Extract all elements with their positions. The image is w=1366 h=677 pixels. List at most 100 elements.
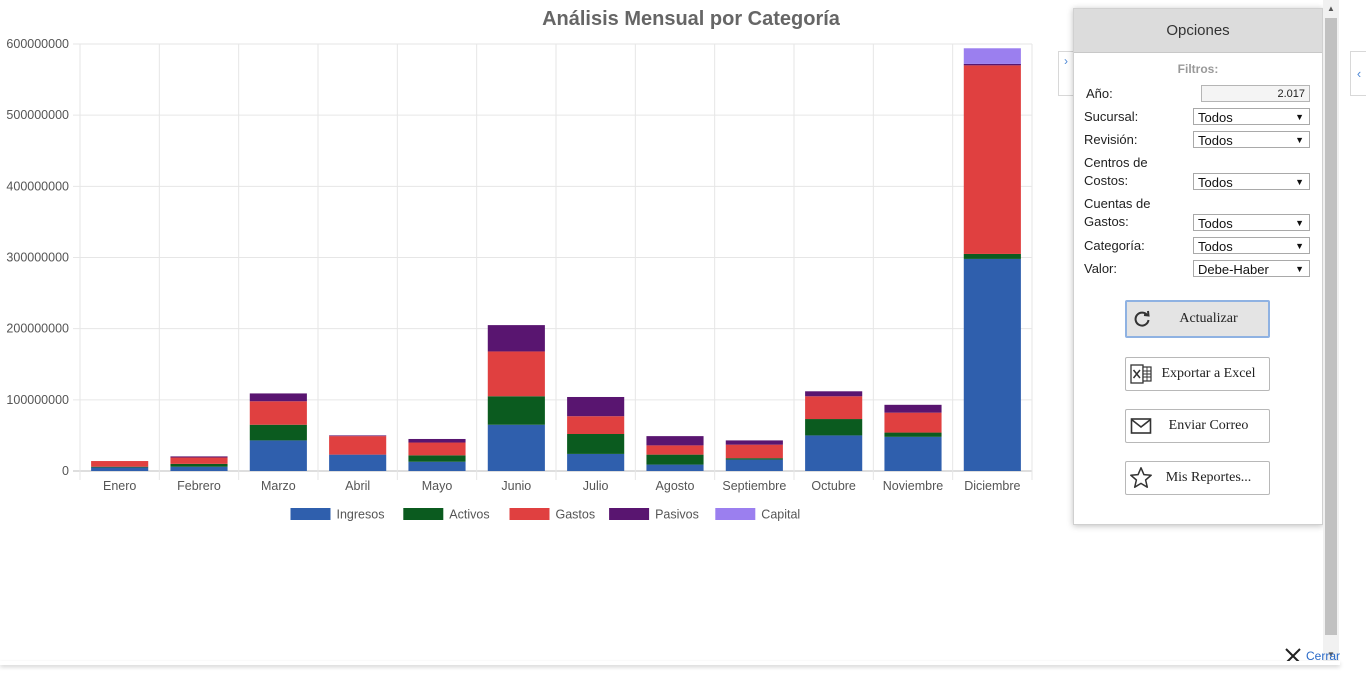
panel-header: Opciones xyxy=(1074,9,1322,53)
x-tick-label: Octubre xyxy=(811,479,856,493)
expand-panel-tab[interactable]: ‹ xyxy=(1350,51,1366,96)
centros-value: Todos xyxy=(1198,175,1233,190)
chevron-right-icon: › xyxy=(1064,54,1068,68)
revision-label: Revisión: xyxy=(1084,132,1138,147)
refresh-label: Actualizar xyxy=(1179,311,1238,326)
x-tick-label: Diciembre xyxy=(964,479,1020,493)
bar-segment-pasivos xyxy=(329,435,387,437)
bar-segment-ingresos xyxy=(91,467,149,471)
cuentas-value: Todos xyxy=(1198,216,1233,231)
cuentas-label-line2: Gastos: xyxy=(1084,214,1129,229)
y-tick-label: 400000000 xyxy=(6,179,69,193)
bar-segment-gastos xyxy=(408,442,466,456)
cuentas-label-line1: Cuentas de xyxy=(1084,196,1151,211)
bar-segment-gastos xyxy=(884,412,942,433)
panel-title: Opciones xyxy=(1166,22,1230,39)
bar-segment-activos xyxy=(725,458,783,460)
bar-segment-ingresos xyxy=(170,466,228,471)
categoria-select[interactable]: Todos ▼ xyxy=(1193,237,1310,254)
bar-segment-activos xyxy=(408,455,466,462)
centros-select[interactable]: Todos ▼ xyxy=(1193,173,1310,190)
bar-segment-pasivos xyxy=(408,438,466,443)
bar-segment-ingresos xyxy=(329,454,387,471)
sucursal-label: Sucursal: xyxy=(1084,109,1139,124)
year-input[interactable]: 2.017 xyxy=(1201,85,1310,102)
legend-label: Gastos xyxy=(556,508,596,522)
dropdown-arrow-icon: ▼ xyxy=(1295,135,1304,145)
legend-label: Capital xyxy=(761,508,800,522)
export-excel-button[interactable]: Exportar a Excel xyxy=(1125,357,1270,391)
send-email-button[interactable]: Enviar Correo xyxy=(1125,409,1270,443)
bar-segment-gastos xyxy=(646,445,704,455)
options-panel: Opciones Filtros: Año: 2.017 Sucursal: T… xyxy=(1073,8,1323,525)
revision-select[interactable]: Todos ▼ xyxy=(1193,131,1310,148)
envelope-icon xyxy=(1126,417,1156,435)
dropdown-arrow-icon: ▼ xyxy=(1295,177,1304,187)
legend-label: Activos xyxy=(449,508,489,522)
revision-value: Todos xyxy=(1198,133,1233,148)
dropdown-arrow-icon: ▼ xyxy=(1295,264,1304,274)
bar-segment-gastos xyxy=(170,457,228,464)
bar-segment-pasivos xyxy=(646,436,704,446)
x-tick-label: Noviembre xyxy=(883,479,943,493)
valor-select[interactable]: Debe-Haber ▼ xyxy=(1193,260,1310,277)
bar-segment-activos xyxy=(567,433,625,454)
y-tick-label: 0 xyxy=(62,464,69,478)
bar-segment-ingresos xyxy=(725,459,783,471)
bar-segment-pasivos xyxy=(567,396,625,417)
legend-swatch xyxy=(609,508,650,520)
filters-heading: Filtros: xyxy=(1177,62,1219,76)
x-tick-label: Septiembre xyxy=(722,479,786,493)
collapse-panel-tab[interactable]: › xyxy=(1058,51,1073,96)
y-tick-label: 300000000 xyxy=(6,251,69,265)
bar-segment-ingresos xyxy=(963,258,1021,471)
page-bottom-edge xyxy=(0,661,1340,665)
bar-segment-gastos xyxy=(249,401,307,425)
scrollbar-thumb[interactable] xyxy=(1325,18,1337,635)
scroll-up-icon[interactable]: ▲ xyxy=(1327,4,1335,13)
bar-segment-ingresos xyxy=(567,453,625,471)
star-icon xyxy=(1126,466,1156,490)
my-reports-button[interactable]: Mis Reportes... xyxy=(1125,461,1270,495)
bar-segment-capital xyxy=(963,48,1021,64)
bar-segment-activos xyxy=(170,463,228,467)
y-tick-label: 100000000 xyxy=(6,393,69,407)
bar-segment-activos xyxy=(805,419,863,436)
reports-label: Mis Reportes... xyxy=(1165,470,1252,485)
bar-segment-pasivos xyxy=(487,325,545,352)
refresh-button[interactable]: Actualizar xyxy=(1125,300,1270,338)
bar-segment-gastos xyxy=(963,65,1021,254)
export-label: Exportar a Excel xyxy=(1161,366,1256,381)
bar-segment-gastos xyxy=(487,351,545,397)
centros-label-line1: Centros de xyxy=(1084,155,1148,170)
x-tick-label: Julio xyxy=(583,479,609,493)
bar-segment-gastos xyxy=(725,444,783,459)
categoria-label: Categoría: xyxy=(1084,238,1145,253)
legend-swatch xyxy=(715,508,756,520)
email-label: Enviar Correo xyxy=(1168,418,1249,433)
year-label: Año: xyxy=(1086,86,1113,101)
refresh-icon xyxy=(1127,309,1157,329)
bar-segment-pasivos xyxy=(170,456,228,458)
chart-area: 0 100000000 200000000 300000000 400000000 500… xyxy=(6,37,1033,522)
bar-segment-gastos xyxy=(91,461,149,467)
legend-swatch xyxy=(509,508,550,520)
cuentas-select[interactable]: Todos ▼ xyxy=(1193,214,1310,231)
valor-value: Debe-Haber xyxy=(1198,262,1269,277)
sucursal-select[interactable]: Todos ▼ xyxy=(1193,108,1310,125)
bar-segment-ingresos xyxy=(884,436,942,471)
bar-segment-activos xyxy=(884,432,942,437)
bar-segment-gastos xyxy=(567,416,625,434)
bar-segment-ingresos xyxy=(487,424,545,471)
chart-svg: 0 100000000 200000000 300000000 400000000 500… xyxy=(6,37,1033,522)
categoria-value: Todos xyxy=(1198,239,1233,254)
legend-label: Pasivos xyxy=(655,508,699,522)
scroll-down-icon[interactable]: ▼ xyxy=(1327,650,1335,659)
legend-label: Ingresos xyxy=(337,508,385,522)
bar-segment-ingresos xyxy=(646,464,704,471)
dropdown-arrow-icon: ▼ xyxy=(1295,241,1304,251)
bar-segment-ingresos xyxy=(805,435,863,471)
bar-segment-gastos xyxy=(805,396,863,420)
legend-swatch xyxy=(290,508,331,520)
dropdown-arrow-icon: ▼ xyxy=(1295,218,1304,228)
